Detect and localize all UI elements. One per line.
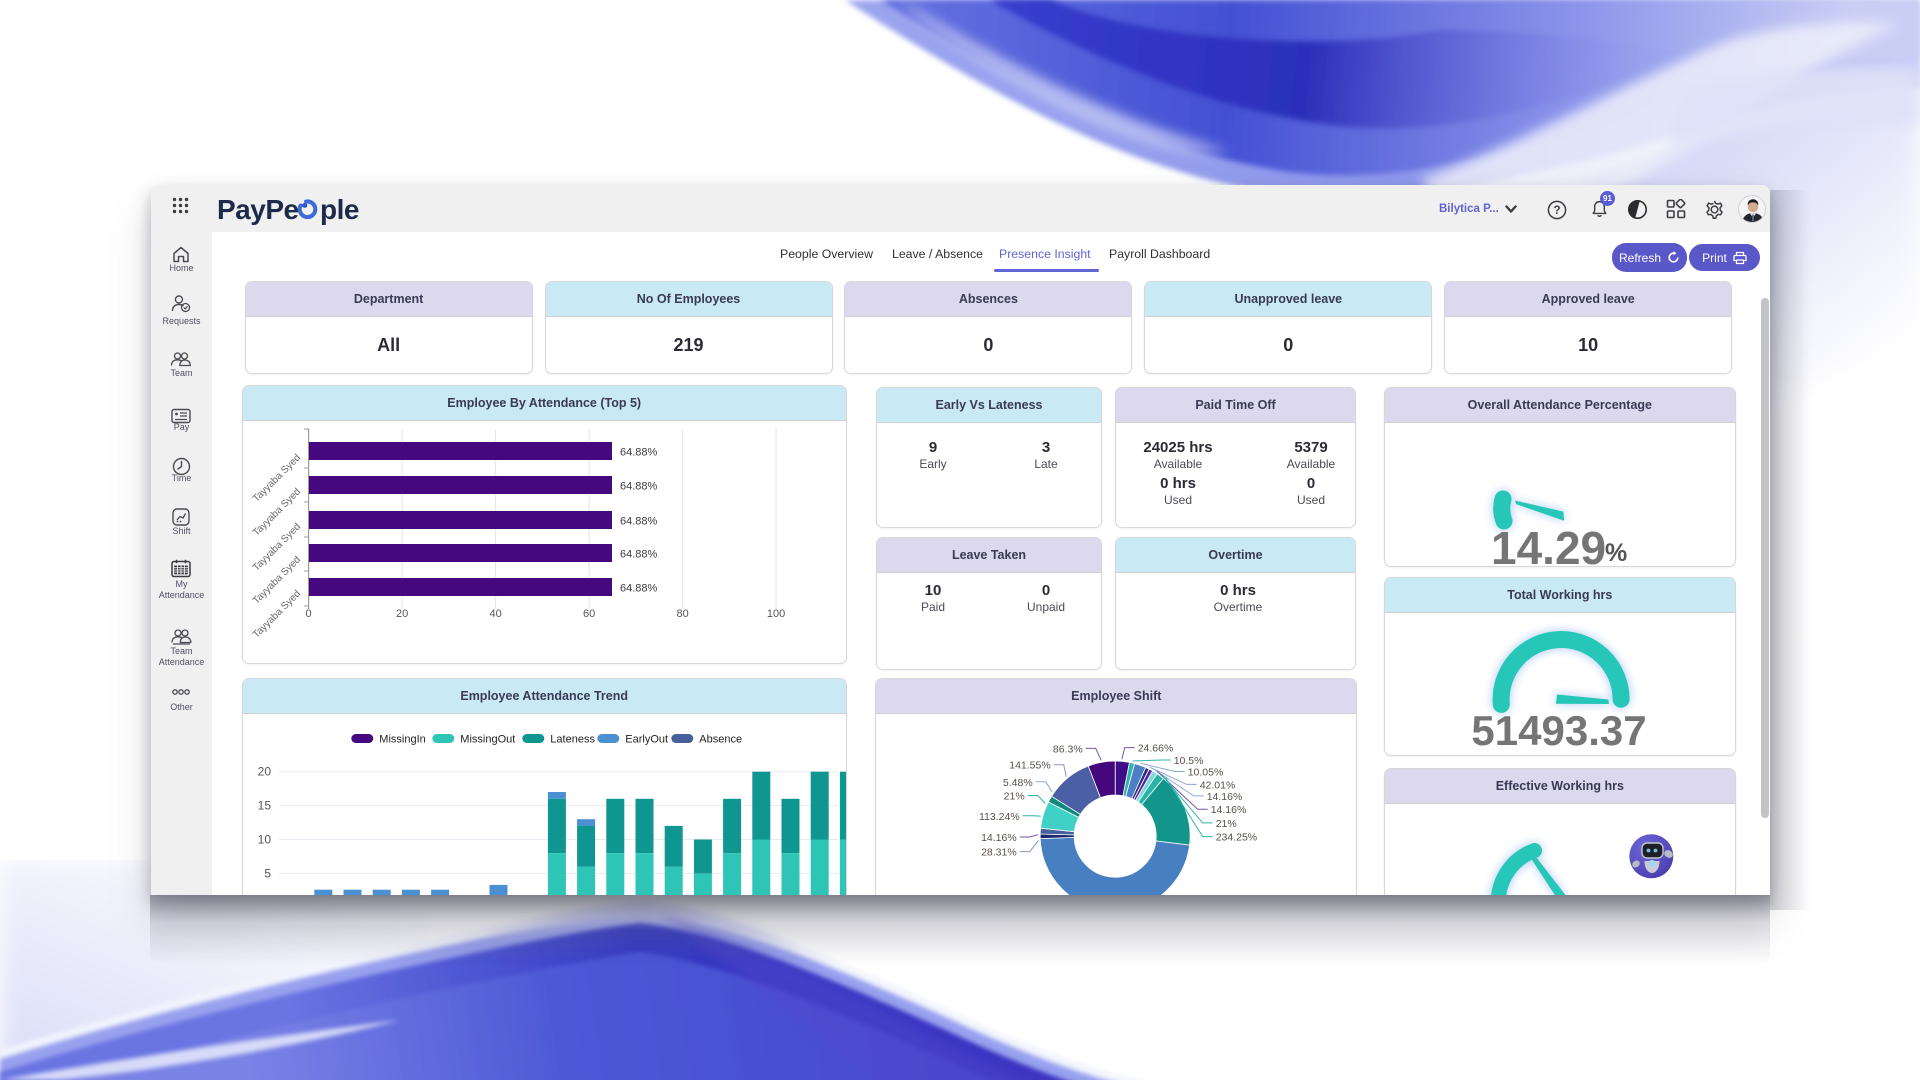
svg-text:80: 80 xyxy=(676,608,688,620)
svg-text:64.88%: 64.88% xyxy=(620,481,658,493)
svg-text:10: 10 xyxy=(257,833,271,847)
svg-text:?: ? xyxy=(1553,205,1560,217)
svg-text:21%: 21% xyxy=(1004,791,1025,803)
svg-text:EarlyOut: EarlyOut xyxy=(625,734,668,746)
svg-text:64.88%: 64.88% xyxy=(620,447,658,459)
svg-text:10.05%: 10.05% xyxy=(1188,767,1224,779)
svg-text:28.31%: 28.31% xyxy=(981,847,1017,859)
svg-text:64.88%: 64.88% xyxy=(620,549,658,561)
svg-text:141.55%: 141.55% xyxy=(1010,760,1051,772)
svg-text:64.88%: 64.88% xyxy=(620,516,658,528)
svg-text:%: % xyxy=(1605,539,1627,567)
svg-text:14.29: 14.29 xyxy=(1491,522,1606,568)
svg-text:234.25%: 234.25% xyxy=(1216,832,1257,844)
svg-text:60: 60 xyxy=(583,608,595,620)
svg-text:MissingOut: MissingOut xyxy=(460,734,515,746)
svg-text:64.88%: 64.88% xyxy=(620,583,658,595)
svg-text:40: 40 xyxy=(489,608,501,620)
svg-text:ple: ple xyxy=(320,194,359,225)
svg-text:86.3%: 86.3% xyxy=(1053,743,1083,755)
svg-text:100: 100 xyxy=(767,608,785,620)
svg-text:42.01%: 42.01% xyxy=(1200,779,1236,791)
svg-text:21%: 21% xyxy=(1216,818,1237,830)
svg-text:PayPe: PayPe xyxy=(217,194,299,225)
svg-text:14.16%: 14.16% xyxy=(1207,791,1243,803)
svg-text:14.16%: 14.16% xyxy=(981,832,1017,844)
svg-text:24.66%: 24.66% xyxy=(1138,743,1174,755)
svg-text:5: 5 xyxy=(264,866,271,880)
svg-text:113.24%: 113.24% xyxy=(979,811,1020,823)
svg-text:20: 20 xyxy=(257,765,271,779)
svg-text:14.16%: 14.16% xyxy=(1211,804,1247,816)
svg-text:Lateness: Lateness xyxy=(550,734,595,746)
svg-text:MissingIn: MissingIn xyxy=(379,734,425,746)
svg-text:51493.37: 51493.37 xyxy=(1471,707,1646,754)
svg-text:0: 0 xyxy=(305,608,311,620)
svg-text:20: 20 xyxy=(396,608,408,620)
svg-text:Absence: Absence xyxy=(699,734,742,746)
svg-text:5.48%: 5.48% xyxy=(1003,777,1033,789)
svg-text:15: 15 xyxy=(257,799,271,813)
svg-text:10.5%: 10.5% xyxy=(1174,755,1204,767)
